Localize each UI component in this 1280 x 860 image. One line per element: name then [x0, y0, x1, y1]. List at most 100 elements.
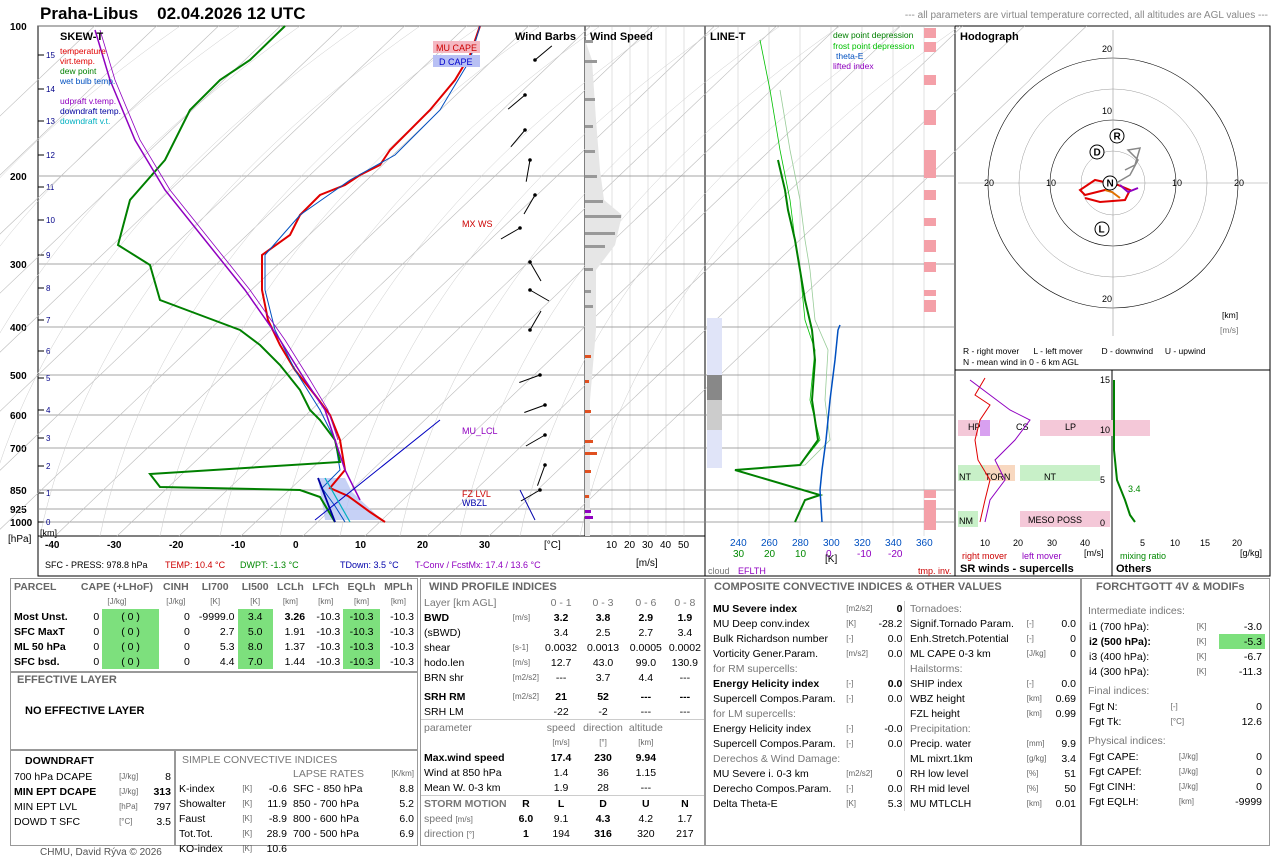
parcel-mplh: -10.3 [390, 610, 414, 623]
isotherm [550, 25, 1087, 537]
hodo-marker-label: D [1094, 148, 1101, 159]
isotherm [116, 25, 653, 537]
comp-label: MU Severe i. 0-3 km [713, 767, 809, 780]
windprofile-panel: WIND PROFILE INDICES Layer [km AGL] 0 - 1… [420, 578, 705, 846]
wp-value: --- [679, 671, 691, 684]
comp-section: for LM supercells: [713, 707, 796, 720]
skewt-title: SKEW-T [60, 31, 103, 43]
parcel-h-cinh: CINH [163, 580, 189, 593]
windspeed-title: Wind Speed [590, 31, 653, 43]
parcel-h-cape: CAPE (+LHoF) [80, 580, 153, 593]
frost-point-line [737, 39, 821, 471]
wp-param-value: 28 [597, 781, 609, 794]
comp-value: 0 [896, 602, 903, 615]
hodo-legend-2: N - mean wind in 0 - 6 km AGL [963, 357, 1079, 367]
wp-srh-unit: [m2/s2] [512, 692, 539, 701]
comp-unit: [-] [846, 679, 854, 688]
parcel-li700: -9999.0 [198, 610, 235, 623]
srw-zone [1020, 465, 1100, 481]
fg-section: Final indices: [1088, 685, 1150, 697]
effective-text: NO EFFECTIVE LAYER [25, 705, 145, 717]
comp-label: FZL height [910, 707, 960, 720]
wp-layer: 0 - 8 [674, 596, 696, 609]
wp-param-label: Max.wind speed [424, 751, 505, 764]
updraft-line [94, 29, 361, 501]
wp-row: BWD [m/s] 3.2 3.8 2.9 1.9 [421, 610, 704, 625]
legend-dew-point: dew point [60, 66, 97, 76]
linet-tick-top: 340 [885, 538, 902, 549]
comp-section: for RM supercells: [713, 662, 798, 675]
linet-legend-thetae: theta-E [836, 51, 864, 61]
comp-value: 0 [1070, 647, 1076, 660]
ws-envelope [585, 40, 622, 536]
wp-param-value: --- [640, 781, 652, 794]
simple-unit: [K] [242, 814, 253, 823]
linet-unit: [K] [825, 554, 837, 565]
others-title: Others [1116, 563, 1151, 575]
tmp-inv-bar [924, 240, 936, 252]
downdraft-value: 3.5 [156, 815, 171, 828]
sounding-datetime: 02.04.2026 12 UTC [157, 4, 306, 23]
storm-dir-label: direction [°] [424, 827, 475, 840]
mx-ws-label: MX WS [462, 219, 493, 229]
wind-barb-dot [518, 226, 522, 230]
isotherm [0, 25, 281, 294]
hodo-marker [1109, 128, 1125, 144]
downdraft-label: 700 hPa DCAPE [14, 770, 93, 783]
comp-value: 50 [1064, 782, 1076, 795]
fg-unit: [K] [1196, 652, 1207, 661]
cloud-bar-dark [707, 375, 722, 400]
others-x-tick: 20 [1232, 538, 1242, 548]
skewt-grid: 1002003004005006007008509251000151413121… [0, 22, 1087, 551]
fz-lvl-label: FZ LVL [462, 489, 491, 499]
comp-unit: [-] [846, 784, 854, 793]
fg-row: Fgt EQLH: [km] -9999 [1086, 794, 1265, 809]
hodo-trace-orange [1104, 189, 1121, 199]
fg-row: Fgt CAPEf: [J/kg] 0 [1086, 764, 1265, 779]
dry-adiabat [39, 25, 421, 537]
lapse-label: 800 - 600 hPa [293, 812, 359, 825]
comp-label: Enh.Stretch.Potential [910, 632, 1009, 645]
wind-barb [537, 464, 546, 486]
legend-wet-bulb: wet bulb temp. [59, 76, 115, 86]
isotherm [426, 25, 963, 537]
wp-srh-label: SRH RM [424, 690, 466, 703]
downdraft-unit: [°C] [119, 817, 133, 826]
storm-speed: 6.0 [518, 812, 534, 825]
fg-value: 0 [1256, 700, 1262, 713]
wp-srh-value: --- [679, 705, 691, 718]
linet-tick-top: 300 [823, 538, 840, 549]
isotherm [0, 25, 343, 353]
comp-row: Bulk Richardson number [-] 0.0 [710, 631, 905, 646]
linet-tick-bottom: -20 [888, 549, 903, 560]
comp-section: Precipitation: [910, 722, 971, 735]
linet-tick-top: 240 [730, 538, 747, 549]
wind-barb-dot [533, 193, 537, 197]
comp-label: MU MTLCLH [910, 797, 972, 810]
wind-barb [524, 404, 546, 413]
ws-bar [585, 175, 597, 178]
wetbulb-line [264, 25, 481, 523]
comp-row: SHIP index [-] 0.0 [907, 676, 1079, 691]
parcel-mplh: -10.3 [390, 625, 414, 638]
comp-row: RH mid level [%] 50 [907, 781, 1079, 796]
downdraft-vt [324, 477, 351, 523]
tmp-inv-bar [924, 218, 936, 226]
comp-row: FZL height [km] 0.99 [907, 706, 1079, 721]
wp-value: 0.0013 [586, 641, 620, 654]
comp-unit: [J/kg] [1026, 649, 1046, 658]
parcel-cape: 0 [93, 625, 100, 638]
isotherm [0, 25, 95, 117]
tmp-inv-bar [924, 290, 936, 296]
wind-barb-dot [543, 433, 547, 437]
simple-label: KO-index [179, 842, 223, 855]
fg-label: i3 (400 hPa): [1089, 650, 1150, 663]
wp-param-unit: [km] [638, 738, 654, 747]
wind-barb-dot [523, 93, 527, 97]
parcel-unit: [K] [210, 597, 221, 606]
ws-bar [585, 470, 591, 473]
km-label: 9 [46, 251, 51, 260]
parcel-cinh: 0 [184, 640, 190, 653]
wp-param-value: 9.94 [635, 751, 657, 764]
parcel-eqlh: -10.3 [343, 624, 380, 639]
